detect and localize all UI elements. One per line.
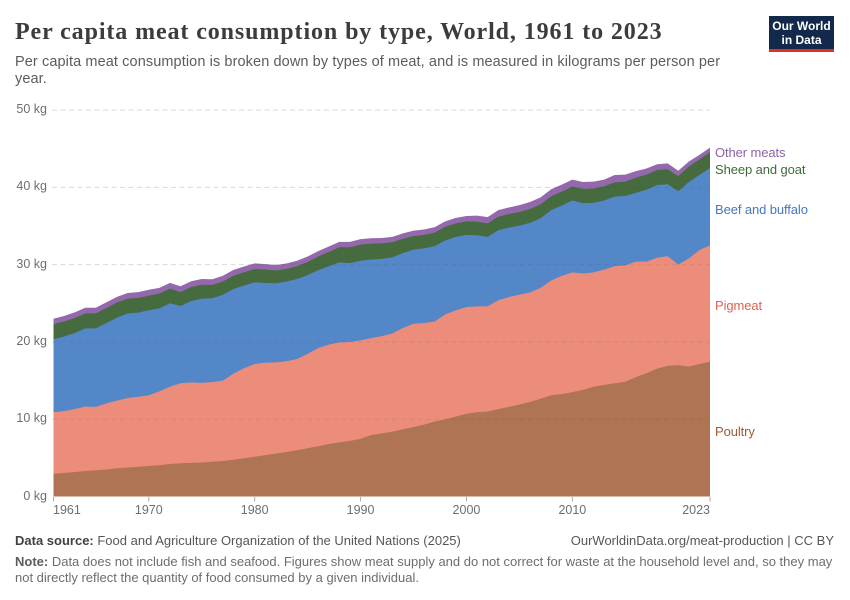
y-axis-label-30: 30 kg xyxy=(16,256,47,271)
owid-link[interactable]: OurWorldinData.org/meat-production | CC … xyxy=(570,533,834,548)
x-axis-label-2000: 2000 xyxy=(452,503,481,517)
x-axis-label-2010: 2010 xyxy=(558,503,587,517)
x-axis-label-1961: 1961 xyxy=(53,503,81,517)
note-line: Note: Data does not include fish and sea… xyxy=(15,554,840,587)
data-source-line: Data source: Food and Agriculture Organi… xyxy=(15,533,461,548)
owid-logo[interactable]: Our World in Data xyxy=(769,16,834,52)
x-axis-label-2023: 2023 xyxy=(682,503,710,517)
owid-logo-line2: in Data xyxy=(781,33,822,47)
series-label-sheep-and-goat: Sheep and goat xyxy=(715,162,806,178)
note-text: Data does not include fish and seafood. … xyxy=(15,553,833,586)
note-label: Note: xyxy=(15,553,49,569)
x-axis-label-1970: 1970 xyxy=(134,503,163,517)
y-axis-label-20: 20 kg xyxy=(16,333,47,348)
series-label-other-meats: Other meats xyxy=(715,144,786,160)
y-axis-label-0: 0 kg xyxy=(23,488,47,503)
x-axis-label-1990: 1990 xyxy=(346,503,375,517)
area-poultry[interactable] xyxy=(53,361,711,497)
y-axis-label-10: 10 kg xyxy=(16,411,47,426)
y-axis-label-40: 40 kg xyxy=(16,179,47,194)
chart-subtitle: Per capita meat consumption is broken do… xyxy=(15,53,721,87)
page-title: Per capita meat consumption by type, Wor… xyxy=(15,19,663,45)
series-label-poultry: Poultry xyxy=(715,424,755,440)
series-label-beef-and-buffalo: Beef and buffalo xyxy=(715,201,808,217)
series-label-pigmeat: Pigmeat xyxy=(715,298,762,314)
data-source-label: Data source: xyxy=(15,533,94,548)
data-source-text: Food and Agriculture Organization of the… xyxy=(93,533,461,548)
y-axis-label-50: 50 kg xyxy=(16,102,47,117)
x-axis-label-1980: 1980 xyxy=(240,503,269,517)
owid-logo-line1: Our World xyxy=(772,19,831,33)
